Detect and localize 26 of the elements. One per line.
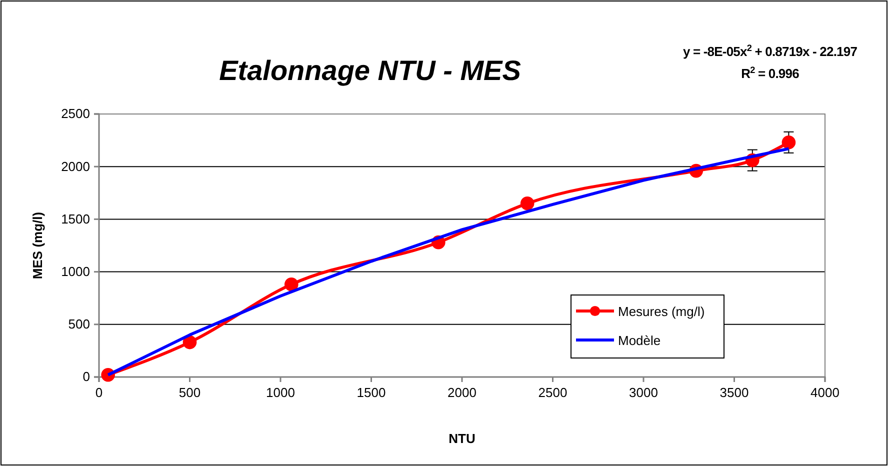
y-tick-label: 2500 <box>61 106 90 122</box>
x-tick-label: 1000 <box>266 385 295 400</box>
x-tick-label: 2500 <box>538 385 568 400</box>
text: R$^{2}$ = 0.996 <box>741 65 800 81</box>
point <box>284 278 298 292</box>
point <box>182 335 197 350</box>
x-tick-label: 3000 <box>629 385 658 400</box>
x-tick-label: 500 <box>178 385 201 400</box>
x-tick-label: 4000 <box>810 385 840 400</box>
y-tick-label: 1000 <box>61 264 90 279</box>
legend-label: Modèle <box>618 333 661 348</box>
x-tick-label: 1500 <box>356 385 386 400</box>
chart-title: Etalonnage NTU - MES <box>219 55 522 86</box>
x-axis-title: NTU <box>448 431 476 446</box>
y-tick-label: 2000 <box>61 158 90 174</box>
y-tick-label: 1500 <box>61 211 90 226</box>
x-tick-label: 0 <box>95 385 103 400</box>
x-tick-label: 3500 <box>720 385 749 400</box>
point <box>782 136 796 150</box>
y-tick-label: 0 <box>82 369 90 384</box>
x-tick-label: 2000 <box>448 385 476 400</box>
legend-label: Mesures (mg/l) <box>618 304 705 319</box>
text: y = -8E-05x$^{2}$ + 0.8719x - 22.197 <box>682 43 858 59</box>
point <box>520 196 534 210</box>
y-axis-title: MES (mg/l) <box>30 212 45 280</box>
y-tick-label: 500 <box>68 316 90 332</box>
